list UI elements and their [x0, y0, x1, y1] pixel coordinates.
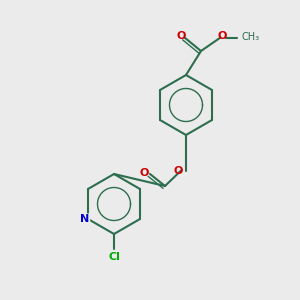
Text: Cl: Cl	[108, 251, 120, 262]
Text: N: N	[80, 214, 90, 224]
Text: CH₃: CH₃	[242, 32, 260, 43]
Text: O: O	[140, 167, 149, 178]
Text: O: O	[174, 166, 183, 176]
Text: O: O	[217, 31, 227, 41]
Text: O: O	[176, 31, 186, 41]
